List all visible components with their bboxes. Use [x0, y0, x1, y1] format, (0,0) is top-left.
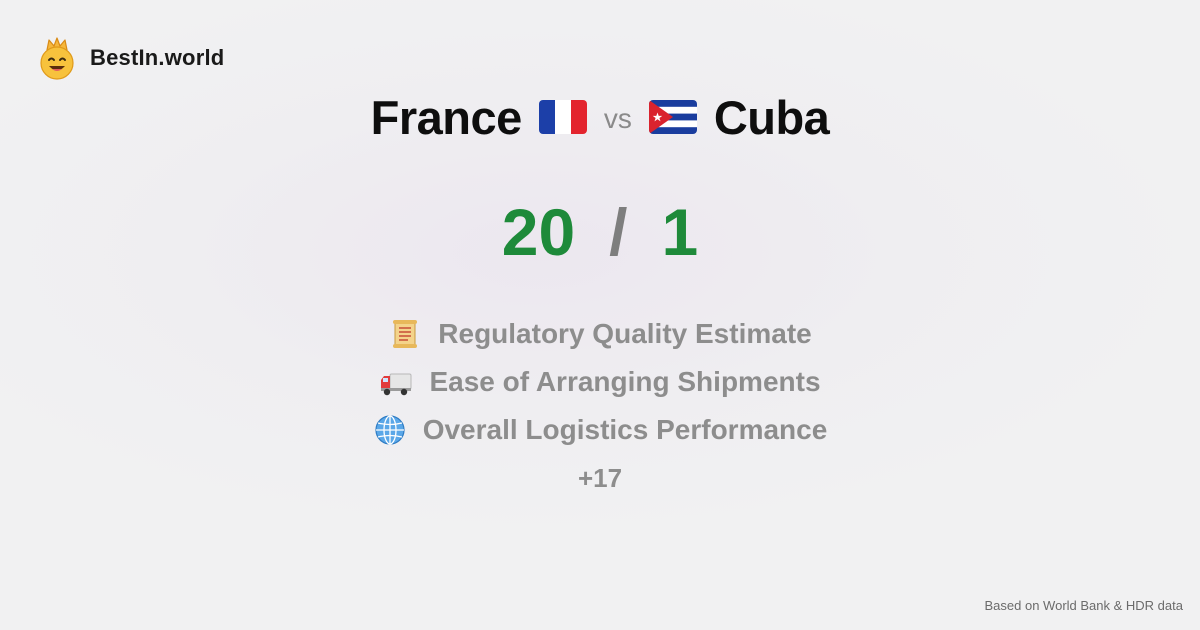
metric-label: Ease of Arranging Shipments [429, 366, 821, 397]
vs-separator: vs [603, 103, 632, 134]
metric-item: Regulatory Quality Estimate [0, 310, 1200, 358]
metric-item: Ease of Arranging Shipments [0, 358, 1200, 406]
delivery-truck-icon [379, 365, 413, 399]
globe-icon [373, 413, 407, 447]
score-separator: / [609, 195, 628, 269]
left-score: 20 [501, 195, 576, 269]
france-flag-icon [538, 100, 587, 134]
metric-label: Overall Logistics Performance [422, 414, 828, 445]
more-metrics-count: +17 [577, 463, 623, 493]
metric-item: Overall Logistics Performance [0, 406, 1200, 454]
crowned-smiley-icon [38, 36, 76, 80]
right-country-name: Cuba [713, 90, 830, 144]
scroll-icon [388, 317, 422, 351]
right-score: 1 [661, 195, 699, 269]
comparison-title: France vs Cuba [0, 86, 1200, 148]
data-source-note: Based on World Bank & HDR data [984, 598, 1183, 613]
left-country-name: France [370, 90, 523, 144]
brand-name: BestIn.world [90, 45, 225, 70]
brand[interactable]: BestIn.world [38, 36, 224, 80]
cuba-flag-icon [648, 100, 697, 134]
metric-label: Regulatory Quality Estimate [438, 318, 812, 349]
metrics-list: Regulatory Quality Estimate Ease of Arra… [0, 310, 1200, 502]
score: 20 / 1 [0, 192, 1200, 272]
